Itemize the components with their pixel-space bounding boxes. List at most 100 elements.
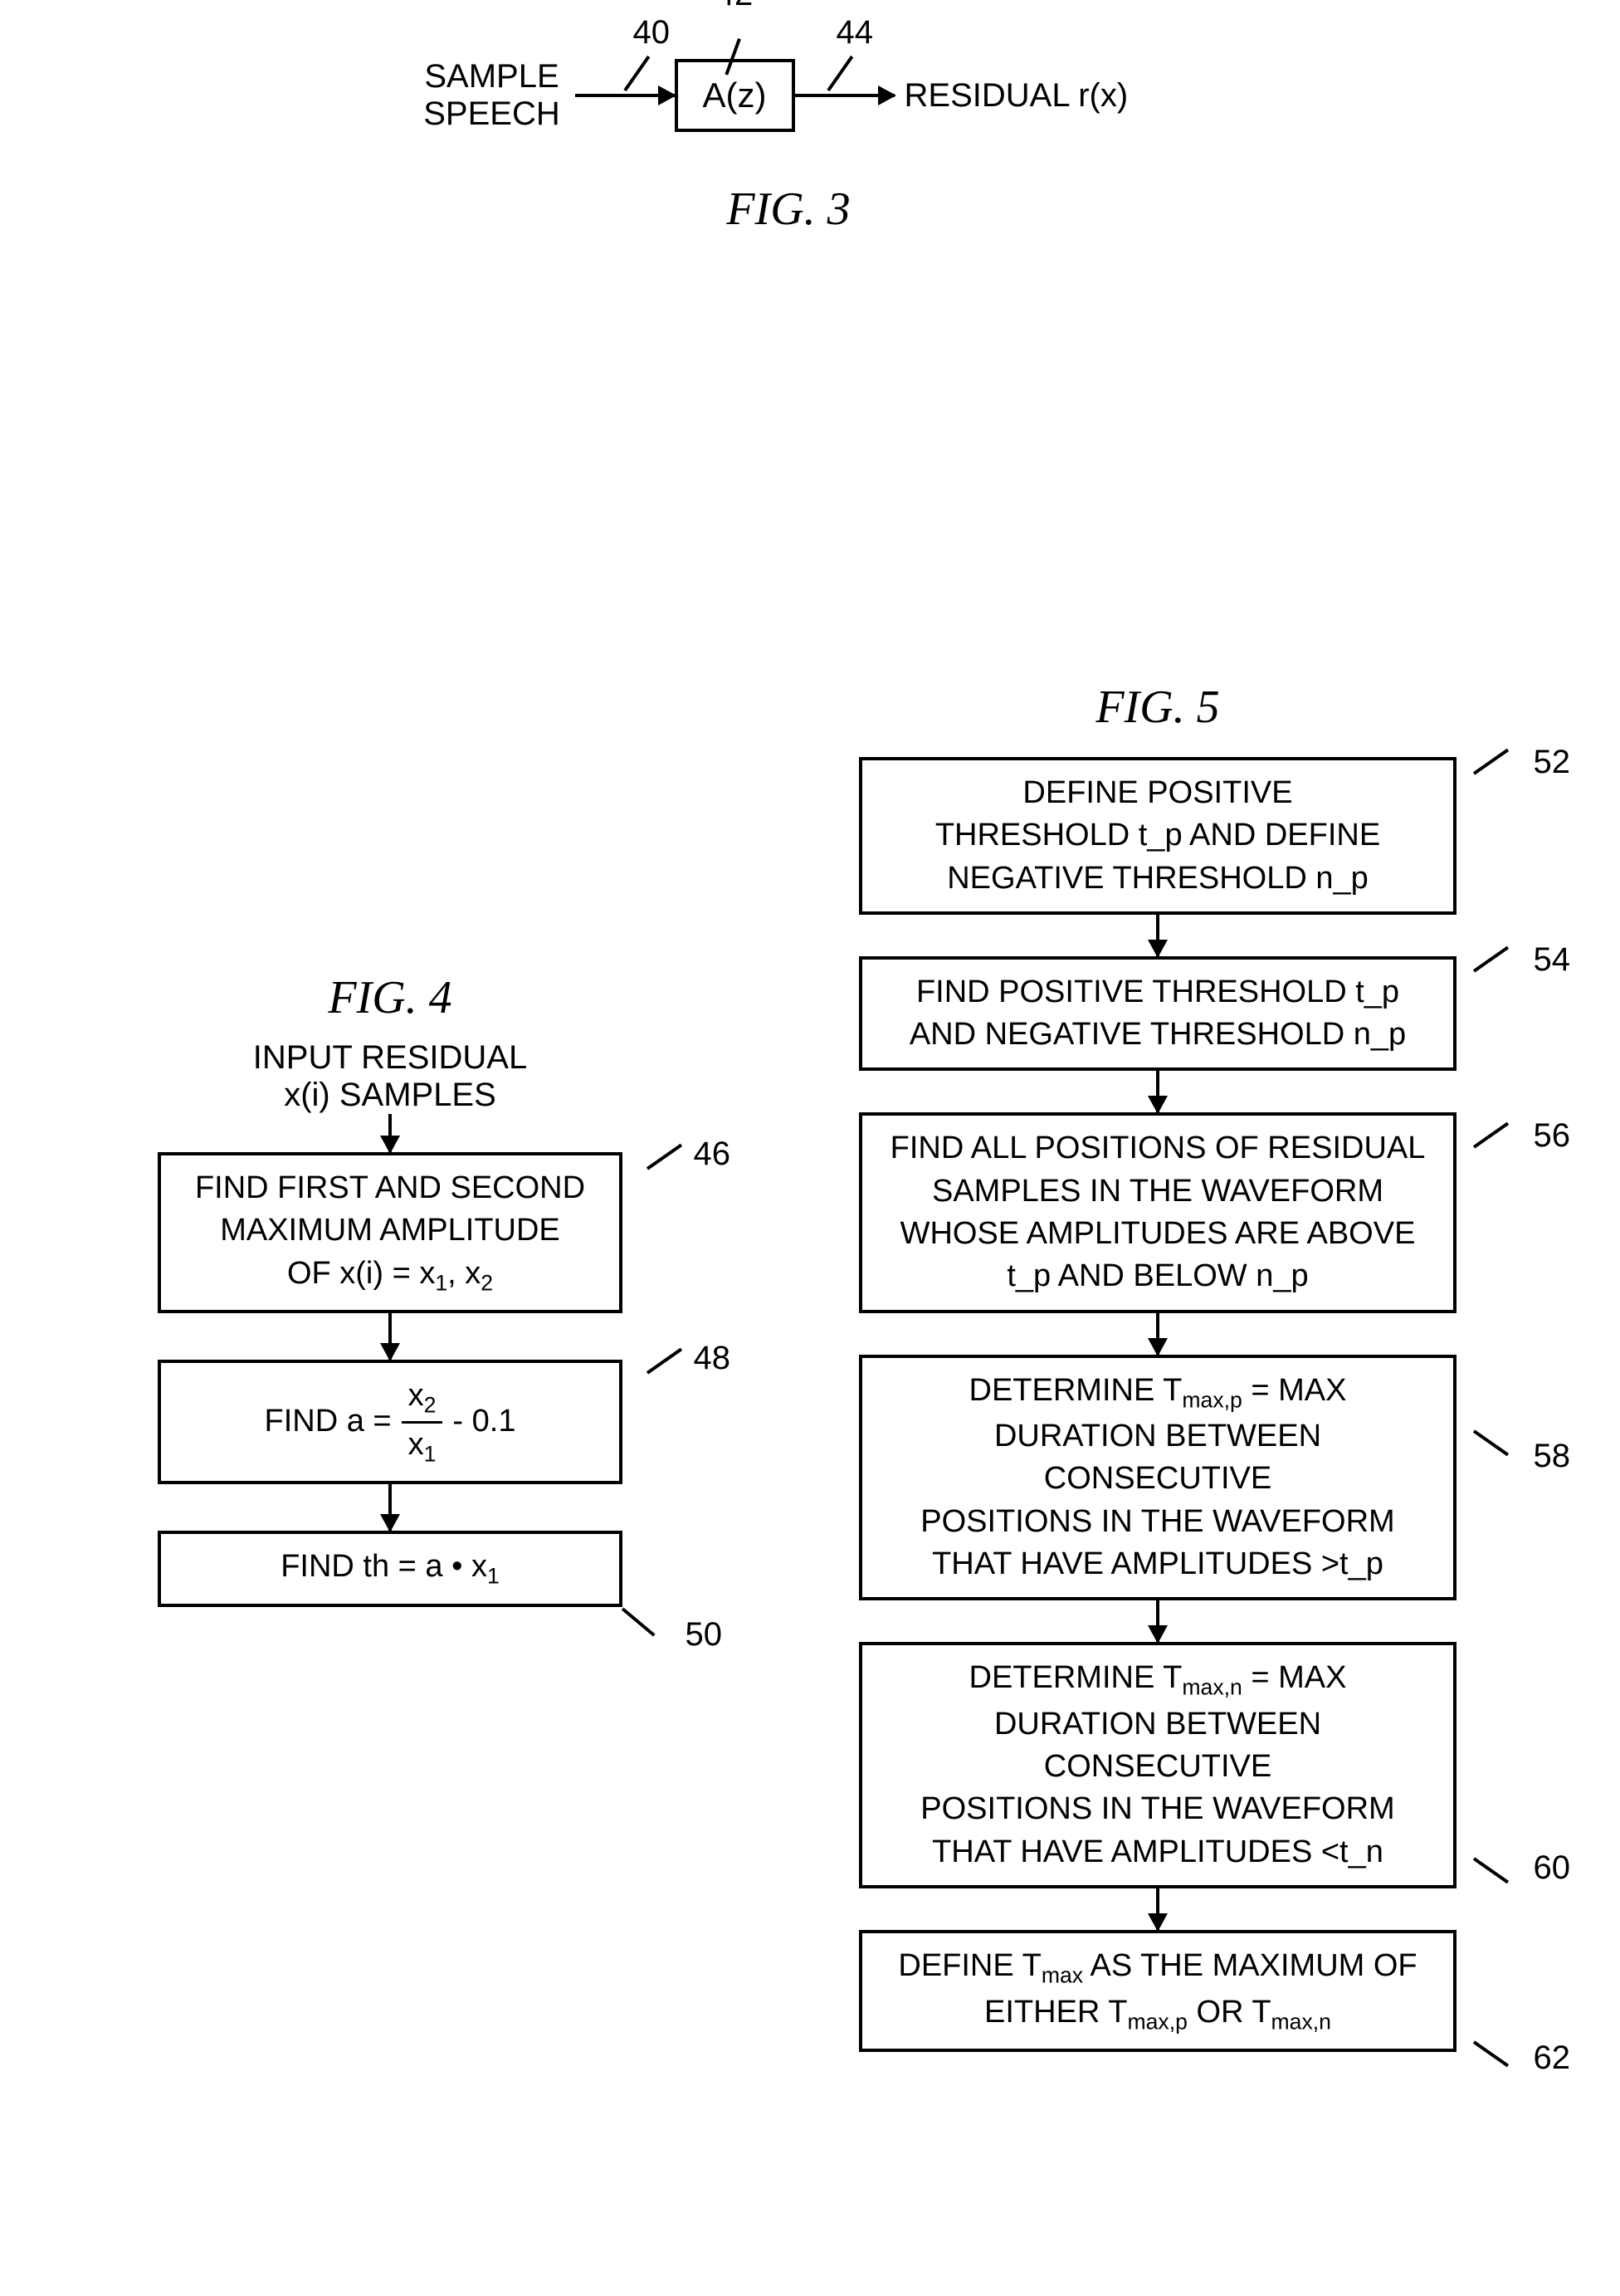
arrow-icon xyxy=(1156,1071,1159,1112)
text: OF x(i) = x1, x2 xyxy=(287,1253,493,1298)
t: FIND th = a • x xyxy=(281,1549,487,1584)
t: x xyxy=(408,1427,424,1462)
text: FIND ALL POSITIONS OF RESIDUAL xyxy=(891,1127,1426,1170)
arrow-icon xyxy=(1156,915,1159,956)
t: DETERMINE T xyxy=(969,1660,1183,1695)
ref-46: 46 xyxy=(694,1136,731,1173)
leader-line xyxy=(1473,749,1509,775)
fig3-title: FIG. 3 xyxy=(332,183,1245,236)
leader-line xyxy=(622,1607,656,1636)
text: FIND th = a • x1 xyxy=(281,1546,500,1591)
figure-3: SAMPLE SPEECH 40 A(z) 42 44 RESIDUAL r(x… xyxy=(332,25,1245,236)
t: = MAX xyxy=(1242,1660,1347,1695)
text: NEGATIVE THRESHOLD n_p xyxy=(947,857,1369,900)
text: SAMPLE xyxy=(424,58,559,95)
text: FIND POSITIVE THRESHOLD t_p xyxy=(916,971,1399,1014)
t: EITHER T xyxy=(984,1995,1127,2030)
ref-50: 50 xyxy=(686,1616,723,1654)
text: FIND FIRST AND SECOND xyxy=(195,1167,585,1209)
text: SAMPLES IN THE WAVEFORM xyxy=(932,1170,1383,1213)
sub: max,p xyxy=(1182,1387,1242,1412)
arrow-icon xyxy=(388,1114,392,1152)
text: WHOSE AMPLITUDES ARE ABOVE xyxy=(900,1213,1416,1255)
text: THRESHOLD t_p AND DEFINE xyxy=(935,814,1380,857)
fig4-title: FIG. 4 xyxy=(328,971,451,1024)
arrow-icon xyxy=(1156,1313,1159,1355)
fig4-input-label: INPUT RESIDUAL x(i) SAMPLES xyxy=(253,1039,527,1114)
fig4-step-46: FIND FIRST AND SECOND MAXIMUM AMPLITUDE … xyxy=(158,1152,622,1313)
text: FIND a = x2 x1 - 0.1 xyxy=(265,1375,516,1469)
leader-line xyxy=(1473,1429,1509,1456)
text: DETERMINE Tmax,n = MAX xyxy=(969,1657,1347,1702)
denominator: x1 xyxy=(402,1424,443,1469)
ref-52: 52 xyxy=(1534,744,1571,781)
ref-40: 40 xyxy=(633,14,671,51)
leader-line xyxy=(1473,2040,1509,2067)
arrow-icon xyxy=(1156,1600,1159,1642)
fig5-step-58: DETERMINE Tmax,p = MAX DURATION BETWEEN … xyxy=(859,1355,1457,1601)
figure-5: FIG. 5 DEFINE POSITIVE THRESHOLD t_p AND… xyxy=(805,681,1510,2052)
fig5-step-62: DEFINE Tmax AS THE MAXIMUM OF EITHER Tma… xyxy=(859,1930,1457,2052)
leader-line xyxy=(827,56,853,91)
leader-line xyxy=(1473,946,1509,973)
arrow-icon xyxy=(795,94,895,97)
figure-4: FIG. 4 INPUT RESIDUAL x(i) SAMPLES FIND … xyxy=(100,971,681,1607)
sub: max,n xyxy=(1271,2009,1331,2034)
fig4-step-50: FIND th = a • x1 xyxy=(158,1531,622,1606)
fig3-input-label: SAMPLE SPEECH xyxy=(409,58,575,133)
sub: 2 xyxy=(481,1270,493,1295)
t: AS THE MAXIMUM OF xyxy=(1083,1948,1418,1983)
fig5-step-54: FIND POSITIVE THRESHOLD t_p AND NEGATIVE… xyxy=(859,956,1457,1072)
sub: 1 xyxy=(435,1270,447,1295)
leader-line xyxy=(1473,1857,1509,1883)
sub: max,p xyxy=(1127,2009,1187,2034)
ref-56: 56 xyxy=(1534,1117,1571,1155)
text: MAXIMUM AMPLITUDE xyxy=(220,1209,560,1252)
fig3-block-az: A(z) xyxy=(675,59,795,132)
t: DETERMINE T xyxy=(969,1373,1183,1408)
sub: max xyxy=(1042,1963,1083,1988)
text: POSITIONS IN THE WAVEFORM xyxy=(920,1501,1394,1543)
ref-62: 62 xyxy=(1534,2040,1571,2077)
text: DURATION BETWEEN CONSECUTIVE xyxy=(879,1415,1437,1501)
t: OR T xyxy=(1188,1995,1271,2030)
sub: 1 xyxy=(487,1564,500,1589)
text: DEFINE POSITIVE xyxy=(1022,772,1292,814)
sub: 1 xyxy=(424,1441,437,1466)
text: AND NEGATIVE THRESHOLD n_p xyxy=(910,1014,1406,1056)
text: SPEECH xyxy=(423,95,560,132)
fig5-step-56: FIND ALL POSITIONS OF RESIDUAL SAMPLES I… xyxy=(859,1112,1457,1312)
fig5-step-52: DEFINE POSITIVE THRESHOLD t_p AND DEFINE… xyxy=(859,757,1457,915)
text: DEFINE Tmax AS THE MAXIMUM OF xyxy=(898,1945,1417,1991)
fraction: x2 x1 xyxy=(402,1375,443,1469)
leader-line xyxy=(647,1144,682,1170)
ref-44: 44 xyxy=(837,14,874,51)
text: DURATION BETWEEN CONSECUTIVE xyxy=(879,1703,1437,1789)
arrow-icon xyxy=(575,94,675,97)
leader-line xyxy=(647,1348,682,1375)
arrow-icon xyxy=(388,1313,392,1360)
leader-line xyxy=(1473,1122,1509,1149)
numerator: x2 xyxy=(402,1375,443,1423)
ref-54: 54 xyxy=(1534,941,1571,979)
t: x xyxy=(408,1378,424,1413)
t: , x xyxy=(447,1256,481,1291)
fig5-title: FIG. 5 xyxy=(1095,681,1219,734)
text: THAT HAVE AMPLITUDES <t_n xyxy=(932,1831,1383,1873)
text: x(i) SAMPLES xyxy=(284,1077,496,1113)
arrow-icon xyxy=(388,1484,392,1531)
ref-42: 42 xyxy=(716,0,754,13)
t: FIND a = xyxy=(265,1400,392,1443)
text: INPUT RESIDUAL xyxy=(253,1039,527,1076)
sub: 2 xyxy=(424,1393,437,1418)
sub: max,n xyxy=(1182,1675,1242,1700)
text: EITHER Tmax,p OR Tmax,n xyxy=(984,1991,1331,2037)
t: DEFINE T xyxy=(898,1948,1041,1983)
ref-60: 60 xyxy=(1534,1849,1571,1887)
text: THAT HAVE AMPLITUDES >t_p xyxy=(932,1543,1383,1585)
text: DETERMINE Tmax,p = MAX xyxy=(969,1370,1347,1415)
t: OF x(i) = x xyxy=(287,1256,435,1291)
fig3-output-label: RESIDUAL r(x) xyxy=(895,77,1169,115)
t: = MAX xyxy=(1242,1373,1347,1408)
text: POSITIONS IN THE WAVEFORM xyxy=(920,1788,1394,1830)
